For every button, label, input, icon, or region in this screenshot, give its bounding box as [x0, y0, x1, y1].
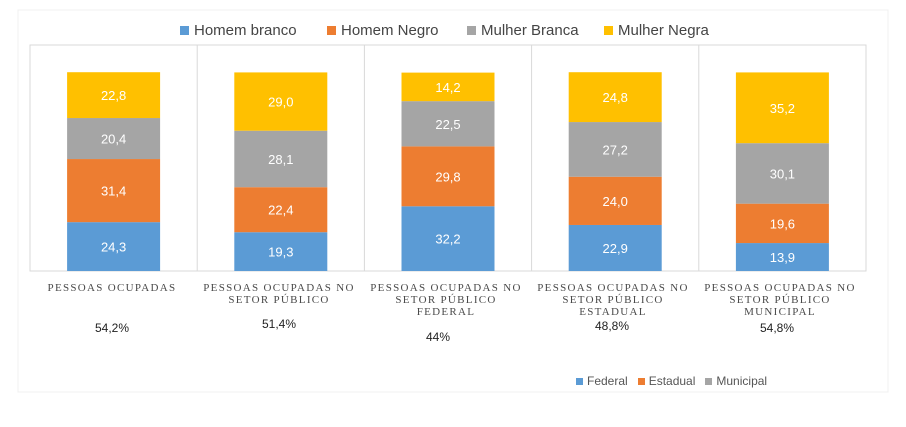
bottom-legend-item-federal: Federal [576, 374, 628, 388]
category-percentage-0: 54,2% [94, 321, 130, 335]
legend-label: Mulher Branca [481, 22, 579, 39]
bottom-legend-swatch-federal [576, 377, 583, 385]
bottom-legend-label: Federal [587, 374, 628, 388]
data-label-4-0: 13,9 [770, 250, 795, 265]
legend-label: Homem Negro [341, 22, 439, 39]
data-label-2-2: 22,5 [435, 117, 460, 132]
bar-segment-1-3 [234, 72, 328, 131]
category-percentage-4: 54,8% [759, 321, 795, 335]
bar-segment-3-2 [568, 122, 662, 177]
legend-label: Homem branco [194, 22, 297, 39]
chart-border [17, 9, 889, 393]
category-percentage-3: 48,8% [594, 319, 630, 333]
bar-segment-1-1 [234, 187, 328, 233]
bottom-legend-swatch-estadual [637, 377, 645, 385]
data-label-4-3: 35,2 [770, 101, 795, 116]
bar-segment-0-2 [67, 118, 161, 160]
category-label-2: PESSOAS OCUPADAS NO SETOR PÚBLICO FEDERA… [370, 282, 522, 318]
top-legend: Homem branco Homem Negro Mulher Branca M… [0, 22, 906, 46]
bar-segment-4-0 [735, 243, 829, 271]
bar-segment-1-2 [234, 130, 328, 188]
bar-segment-2-3 [401, 72, 495, 102]
legend-swatch-mulher-branca [467, 26, 476, 35]
data-label-2-0: 32,2 [435, 232, 460, 247]
data-label-2-3: 14,2 [435, 80, 460, 95]
bottom-legend-label: Estadual [648, 374, 696, 388]
data-label-3-0: 22,9 [603, 241, 628, 256]
legend-swatch-homem-negro [327, 26, 336, 35]
data-label-1-2: 28,1 [268, 152, 293, 167]
bar-segment-4-3 [735, 72, 829, 144]
bar-segment-2-0 [401, 206, 495, 271]
legend-item-mulher-negra: Mulher Negra [604, 22, 709, 39]
legend-item-homem-negro: Homem Negro [327, 22, 439, 39]
bar-segment-3-3 [568, 72, 662, 123]
bottom-legend-swatch-municipal [705, 377, 713, 385]
bar-segment-3-1 [568, 176, 662, 225]
data-label-2-1: 29,8 [435, 169, 460, 184]
data-label-3-1: 24,0 [603, 194, 628, 209]
bar-segment-0-1 [67, 159, 161, 223]
bottom-legend-label: Municipal [716, 374, 768, 388]
bar-segment-4-2 [735, 143, 829, 204]
data-label-0-1: 31,4 [101, 184, 126, 199]
legend-item-mulher-branca: Mulher Branca [467, 22, 579, 39]
category-label-1: PESSOAS OCUPADAS NO SETOR PÚBLICO [203, 282, 355, 306]
bottom-legend-item-municipal: Municipal [705, 374, 767, 388]
legend-item-homem-branco: Homem branco [180, 22, 297, 39]
data-label-0-2: 20,4 [101, 132, 126, 147]
bar-segment-0-3 [67, 72, 161, 119]
category-label-3: PESSOAS OCUPADAS NO SETOR PÚBLICO ESTADU… [537, 282, 689, 318]
category-percentage-2: 44% [425, 330, 451, 344]
category-label-4: PESSOAS OCUPADAS NO SETOR PÚBLICO MUNICI… [704, 282, 856, 318]
data-label-0-0: 24,3 [101, 240, 126, 255]
data-label-1-3: 29,0 [268, 95, 293, 110]
data-label-4-1: 19,6 [770, 216, 795, 231]
legend-swatch-mulher-negra [604, 26, 613, 35]
bar-segment-2-1 [401, 146, 495, 207]
category-percentage-1: 51,4% [261, 317, 297, 331]
bar-segment-1-0 [234, 232, 328, 271]
bottom-legend: Federal Estadual Municipal [576, 374, 767, 388]
category-label-0: PESSOAS OCUPADAS [47, 282, 177, 294]
data-label-1-0: 19,3 [268, 245, 293, 260]
data-label-4-2: 30,1 [770, 166, 795, 181]
bar-segment-4-1 [735, 203, 829, 244]
bar-segment-2-2 [401, 101, 495, 147]
data-label-3-3: 24,8 [603, 90, 628, 105]
data-label-1-1: 22,4 [268, 203, 293, 218]
data-label-0-3: 22,8 [101, 88, 126, 103]
legend-label: Mulher Negra [618, 22, 709, 39]
bar-segment-3-0 [568, 224, 662, 271]
legend-swatch-homem-branco [180, 26, 189, 35]
bottom-legend-item-estadual: Estadual [637, 374, 696, 388]
data-label-3-2: 27,2 [603, 142, 628, 157]
bar-segment-0-0 [67, 222, 161, 271]
